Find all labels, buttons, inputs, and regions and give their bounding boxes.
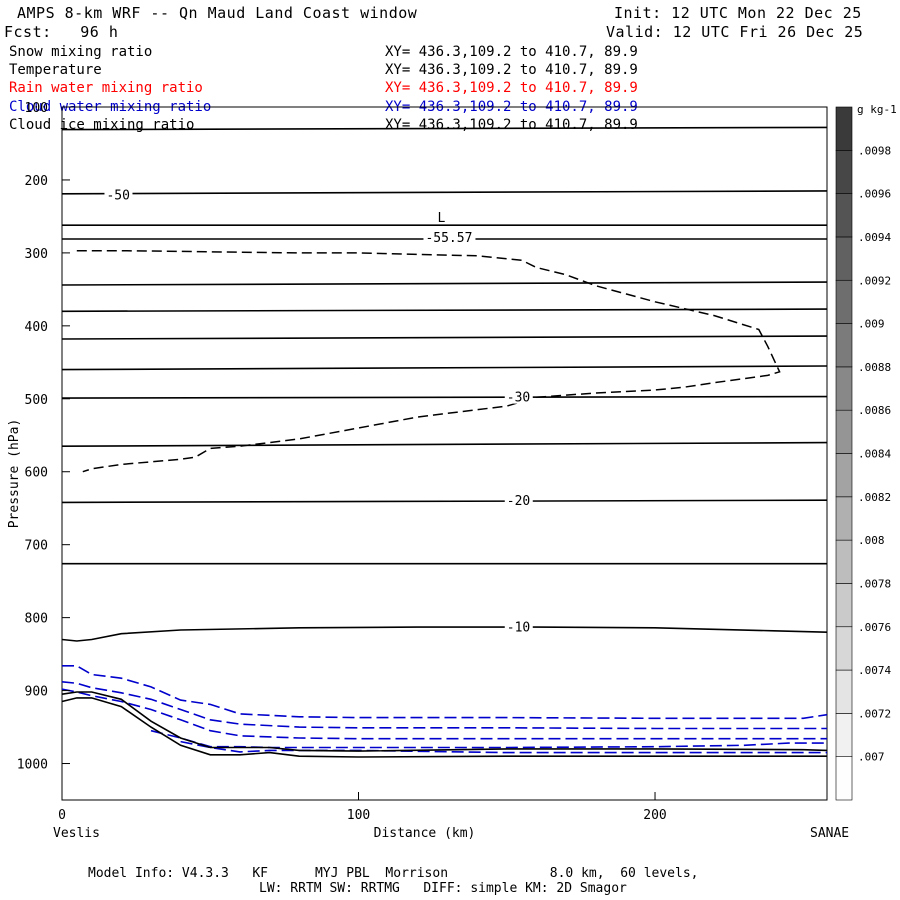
colorbar-unit: g kg-1 — [857, 103, 897, 116]
colorbar-bin — [835, 453, 853, 498]
colorbar-tick-label: .008 — [858, 534, 885, 547]
colorbar-bin — [835, 583, 853, 628]
colorbar-tick-label: .0084 — [858, 448, 891, 461]
y-tick-label: 300 — [25, 247, 48, 262]
colorbar-tick-label: .0076 — [858, 621, 891, 634]
colorbar-bin — [835, 756, 853, 801]
colorbar-tick-label: .0096 — [858, 188, 891, 201]
x-tick-label: 200 — [643, 808, 666, 823]
left-endpoint-label: Veslis — [53, 826, 100, 841]
init-time: Init: 12 UTC Mon 22 Dec 25 — [614, 4, 862, 22]
colorbar-tick-label: .0092 — [858, 274, 891, 287]
cloud-water-contour — [61, 688, 827, 740]
x-tick-label: 100 — [347, 808, 370, 823]
isotherm-line — [61, 441, 828, 448]
surface-snow-contour — [61, 691, 828, 752]
colorbar-bin — [835, 539, 853, 584]
colorbar-tick-label: .0072 — [858, 707, 891, 720]
colorbar-tick-label: .0074 — [858, 664, 891, 677]
contour-label: -20 — [507, 494, 530, 509]
contour-label: -10 — [507, 620, 530, 635]
colorbar-tick-label: .0098 — [858, 144, 891, 157]
colorbar-tick-label: .0086 — [858, 404, 891, 417]
forecast-hour: Fcst: 96 h — [4, 23, 119, 41]
colorbar-bin — [835, 669, 853, 714]
valid-time: Valid: 12 UTC Fri 26 Dec 25 — [606, 23, 864, 41]
y-tick-label: 700 — [25, 539, 48, 554]
contour-label-bg — [504, 389, 533, 404]
colorbar-bin — [835, 279, 853, 324]
colorbar-bin — [835, 150, 853, 194]
right-endpoint-label: SANAE — [810, 826, 849, 841]
isotherm-line — [61, 308, 828, 313]
field-name: Snow mixing ratio — [9, 44, 153, 60]
y-axis-label: Pressure (hPa) — [7, 419, 22, 529]
isotherm-line — [61, 126, 828, 131]
colorbar-bin — [835, 713, 853, 757]
low-marker-bg — [435, 211, 450, 224]
contour-label-bg — [504, 493, 533, 508]
isotherm-line — [61, 190, 828, 195]
y-tick-label: 100 — [25, 101, 48, 116]
field-xy: XY= 436.3,109.2 to 410.7, 89.9 — [385, 44, 638, 60]
field-name: Temperature — [9, 62, 102, 79]
y-tick-label: 1000 — [17, 758, 48, 773]
x-tick-label: 0 — [58, 808, 66, 823]
colorbar-tick-label: .0088 — [858, 361, 891, 374]
low-marker-value: -55.57 — [425, 231, 472, 246]
snow-mixing-contour — [76, 249, 781, 473]
colorbar-bin — [835, 106, 853, 151]
x-axis-label: Distance (km) — [374, 826, 476, 841]
y-tick-label: 800 — [25, 612, 48, 627]
colorbar-bin — [835, 366, 853, 411]
colorbar-bin — [835, 323, 853, 368]
colorbar-bin — [835, 496, 853, 541]
model-physics: LW: RRTM SW: RRTMG DIFF: simple KM: 2D S… — [259, 881, 627, 896]
isotherm-line — [61, 281, 828, 286]
colorbar-bin — [835, 193, 853, 238]
y-tick-label: 600 — [25, 466, 48, 481]
colorbar-tick-label: .0082 — [858, 491, 891, 504]
colorbar-bin — [835, 236, 853, 281]
contour-label: -50 — [106, 189, 129, 204]
y-tick-label: 400 — [25, 320, 48, 335]
field-xy: XY= 436.3,109.2 to 410.7, 89.9 — [385, 80, 638, 97]
chart-title: AMPS 8-km WRF -- Qn Maud Land Coast wind… — [17, 4, 418, 22]
low-marker-value-bg — [423, 231, 476, 245]
model-info: Model Info: V4.3.3 KF MYJ PBL Morrison 8… — [88, 866, 699, 881]
isotherm-line — [61, 365, 828, 371]
contour-label: -30 — [507, 391, 530, 406]
colorbar-bin — [835, 409, 853, 454]
cloud-water-contour — [62, 664, 828, 720]
colorbar-tick-label: .0078 — [858, 577, 891, 590]
cloud-water-contour — [61, 681, 827, 730]
y-tick-label: 200 — [25, 174, 48, 189]
contour-label-bg — [504, 619, 533, 634]
isotherm-line — [61, 395, 828, 399]
colorbar-tick-label: .0094 — [858, 231, 891, 244]
y-tick-label: 900 — [25, 685, 48, 700]
field-name: Rain water mixing ratio — [9, 80, 203, 97]
field-xy: XY= 436.3,109.2 to 410.7, 89.9 — [385, 62, 638, 79]
colorbar-bin — [835, 626, 853, 671]
contour-label-bg — [104, 187, 133, 202]
isotherm-line — [61, 499, 828, 504]
surface-snow-contour — [61, 697, 827, 758]
isotherm-line — [61, 335, 828, 340]
isotherm-line — [61, 626, 828, 642]
plot-frame — [61, 106, 828, 801]
colorbar-tick-label: .009 — [858, 318, 885, 331]
y-tick-label: 500 — [25, 393, 48, 408]
low-marker-symbol: L — [437, 211, 445, 226]
colorbar-tick-label: .007 — [858, 751, 885, 764]
